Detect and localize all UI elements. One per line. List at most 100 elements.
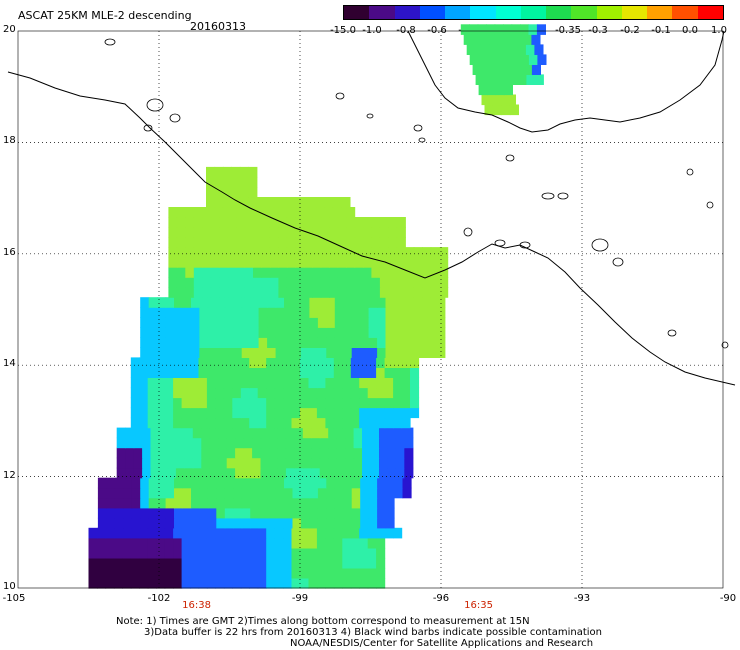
- swath-cell: [157, 507, 167, 519]
- swath-cell: [333, 417, 343, 429]
- swath-cell: [190, 557, 200, 569]
- lake-outline: [686, 168, 694, 176]
- swath-cell: [350, 407, 360, 419]
- swath-cell: [139, 367, 149, 378]
- swath-cell: [209, 467, 219, 479]
- swath-cell: [404, 427, 414, 439]
- swath-cell: [232, 397, 242, 409]
- swath-cell: [261, 207, 271, 218]
- swath-cell: [427, 337, 437, 348]
- swath-cell: [210, 277, 220, 288]
- swath-cell: [191, 477, 201, 489]
- swath-cell: [181, 407, 191, 419]
- swath-cell: [202, 217, 212, 228]
- swath-cell: [350, 557, 360, 569]
- swath-cell: [165, 507, 175, 519]
- swath-cell: [147, 367, 157, 378]
- swath-cell: [303, 207, 313, 218]
- swath-cell: [168, 237, 178, 248]
- swath-cell: [312, 227, 322, 238]
- swath-cell: [351, 487, 361, 499]
- latitude-label: 18: [3, 135, 16, 147]
- swath-cell: [165, 297, 175, 308]
- swath-cell: [202, 247, 212, 258]
- swath-cell: [224, 497, 234, 509]
- swath-cell: [206, 187, 216, 198]
- swath-cell: [157, 327, 167, 338]
- swath-cell: [501, 104, 511, 116]
- swath-cell: [291, 407, 301, 419]
- swath-cell: [376, 527, 386, 539]
- swath-cell: [266, 387, 276, 399]
- swath-cell: [168, 277, 178, 288]
- swath-cell: [274, 417, 284, 429]
- colorbar-swatch: [571, 6, 597, 19]
- swath-cell: [370, 427, 380, 439]
- swath-cell: [192, 447, 202, 459]
- swath-cell: [269, 287, 279, 298]
- swath-cell: [258, 297, 268, 308]
- swath-cell: [354, 227, 364, 238]
- swath-cell: [410, 327, 420, 338]
- swath-cell: [173, 537, 183, 549]
- swath-cell: [206, 387, 216, 399]
- swath-cell: [345, 467, 355, 479]
- lake-outline: [667, 329, 677, 337]
- swath-cell: [284, 347, 294, 358]
- swath-cell: [232, 407, 242, 419]
- swath-cell: [181, 387, 191, 399]
- swath-cell: [300, 557, 310, 569]
- swath-cell: [174, 327, 184, 338]
- swath-cell: [130, 387, 140, 399]
- swath-cell: [269, 447, 279, 459]
- swath-cell: [326, 477, 336, 489]
- swath-cell: [140, 517, 150, 529]
- swath-cell: [168, 207, 178, 218]
- swath-cell: [396, 227, 406, 238]
- swath-cell: [300, 357, 310, 368]
- swath-cell: [139, 547, 149, 559]
- swath-cell: [309, 497, 319, 509]
- swath-cell: [232, 578, 242, 589]
- swath-cell: [140, 297, 150, 308]
- swath-cell: [385, 307, 395, 318]
- swath-cell: [404, 467, 414, 479]
- swath-cell: [316, 557, 326, 569]
- swath-cell: [295, 217, 305, 228]
- swath-cell: [269, 257, 279, 268]
- swath-cell: [125, 457, 135, 469]
- swath-cell: [182, 327, 192, 338]
- swath-cell: [367, 397, 377, 409]
- swath-cell: [223, 387, 233, 399]
- swath-cell: [295, 267, 305, 278]
- swath-cell: [360, 487, 370, 499]
- swath-cell: [223, 377, 233, 389]
- swath-cell: [206, 377, 216, 389]
- swath-cell: [233, 317, 243, 328]
- swath-cell: [427, 347, 437, 358]
- swath-cell: [368, 347, 378, 358]
- swath-cell: [394, 327, 404, 338]
- swath-cell: [500, 44, 510, 55]
- swath-cell: [182, 347, 192, 358]
- swath-cell: [233, 337, 243, 348]
- swath-cell: [419, 317, 429, 328]
- swath-cell: [176, 257, 186, 268]
- swath-cell: [240, 578, 250, 589]
- swath-cell: [346, 277, 356, 288]
- swath-cell: [278, 247, 288, 258]
- swath-cell: [174, 347, 184, 358]
- swath-cell: [159, 447, 169, 459]
- swath-cell: [165, 477, 175, 489]
- swath-cell: [175, 437, 185, 449]
- swath-cell: [235, 437, 245, 449]
- swath-cell: [140, 317, 150, 328]
- swath-cell: [360, 337, 370, 348]
- swath-cell: [422, 287, 432, 298]
- swath-cell: [239, 176, 249, 188]
- swath-cell: [376, 357, 386, 368]
- swath-cell: [209, 447, 219, 459]
- swath-cell: [333, 367, 343, 378]
- swath-cell: [333, 557, 343, 569]
- latitude-label: 10: [3, 581, 16, 592]
